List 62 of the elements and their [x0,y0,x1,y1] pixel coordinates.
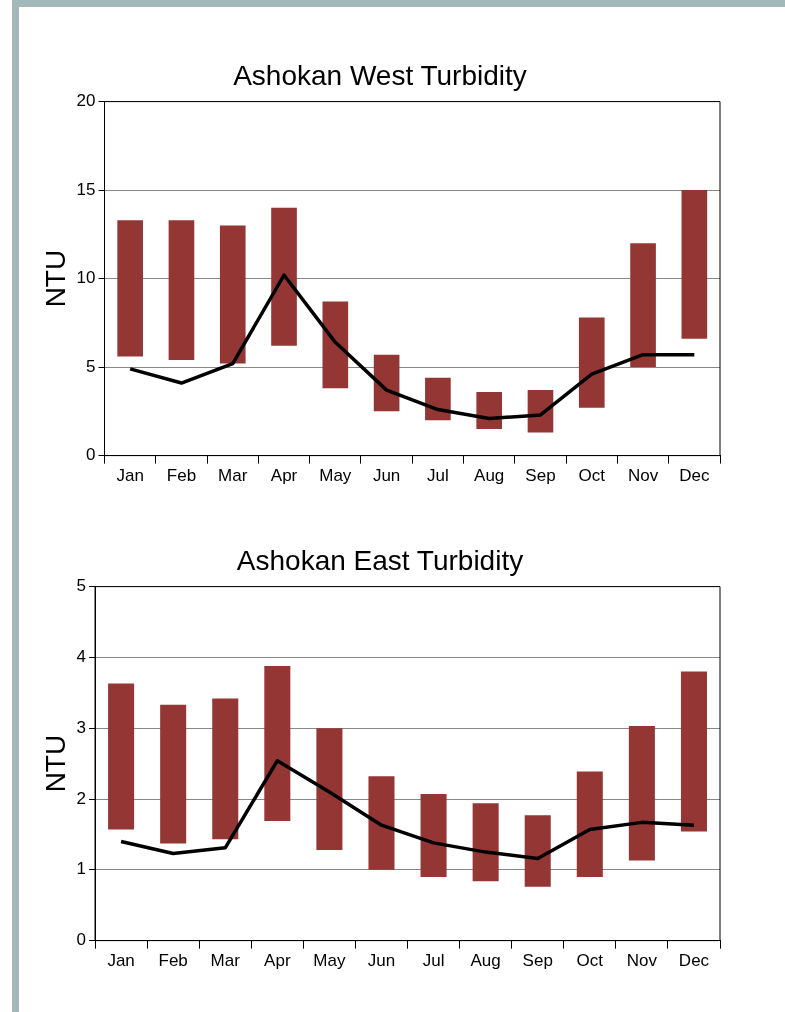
x-tick-label: Feb [166,466,197,486]
y-tick-label: 1 [76,859,87,879]
bar [628,726,655,861]
bar [630,243,656,368]
bar [168,220,195,361]
x-tick-label: Feb [158,951,188,971]
x-tick-label: Oct [578,466,606,486]
bar [219,225,246,364]
bar [264,665,291,821]
bar [322,301,349,389]
x-tick-label: Jan [116,466,144,486]
x-tick-label: Oct [576,951,604,971]
y-tick-label: 4 [76,647,87,667]
y-tick-label: 15 [76,179,96,199]
bar [117,220,143,357]
y-tick-label: 5 [76,576,87,596]
bar [681,190,708,339]
x-tick-label: Mar [210,951,241,971]
y-tick-label: 5 [86,356,96,376]
x-tick-label: Mar [218,466,248,486]
bar [212,698,239,840]
bar [524,815,551,887]
x-tick-label: Sep [522,951,553,971]
x-tick-label: Sep [525,466,556,486]
bar [316,728,343,850]
bar [576,771,603,877]
x-tick-label: Nov [627,466,659,486]
chart-title: Ashokan West Turbidity [233,59,527,91]
x-tick-label: Jul [427,466,449,486]
y-tick-label: 2 [76,788,87,808]
x-tick-label: Apr [264,951,291,971]
y-axis-title: NTU [39,734,71,793]
x-tick-label: Jan [107,951,135,971]
bar [425,377,451,421]
x-tick-label: Jul [422,951,445,971]
x-tick-label: Dec [679,466,710,486]
y-tick-label: 0 [86,445,96,465]
bar [680,671,707,832]
x-tick-label: Nov [626,951,658,971]
y-tick-label: 3 [76,717,87,737]
bar [420,794,447,877]
y-tick-label: 10 [76,268,96,288]
chart-title: Ashokan East Turbidity [236,544,524,576]
y-tick-label: 20 [76,91,96,111]
bar [368,776,395,870]
bar [578,317,605,408]
bar [271,207,297,346]
x-tick-label: Dec [678,951,710,971]
x-tick-label: Apr [270,466,298,486]
bar [160,704,187,844]
y-axis-title: NTU [39,249,71,308]
y-tick-label: 0 [76,930,87,950]
bar [472,803,499,882]
x-tick-label: May [319,466,352,486]
x-tick-label: May [313,951,346,971]
x-tick-label: Jun [372,466,401,486]
x-tick-label: Aug [470,951,501,971]
bar [476,391,503,430]
x-tick-label: Aug [474,466,505,486]
x-tick-label: Jun [367,951,396,971]
bar [527,390,554,433]
bar [108,683,135,830]
